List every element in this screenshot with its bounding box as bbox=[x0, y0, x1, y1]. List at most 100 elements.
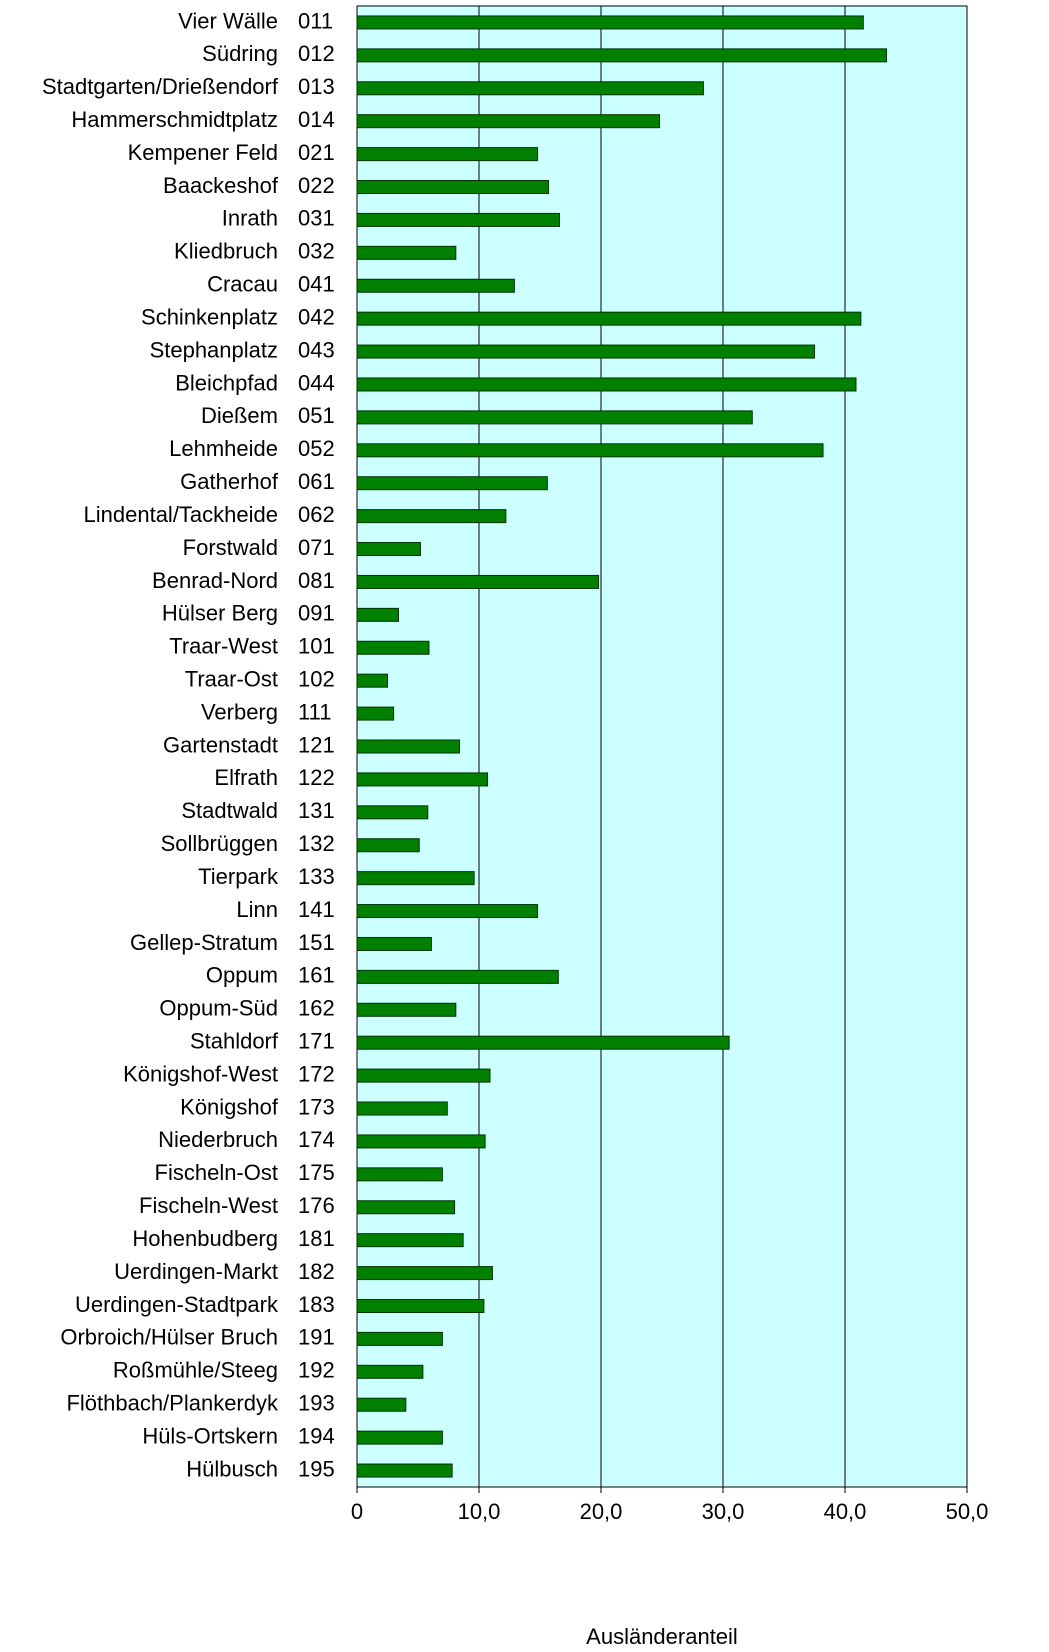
y-tick-code: 195 bbox=[298, 1456, 335, 1481]
bar bbox=[356, 81, 704, 96]
y-tick-code: 182 bbox=[298, 1259, 335, 1284]
y-tick-code: 052 bbox=[298, 436, 335, 461]
bar bbox=[356, 904, 539, 919]
y-tick-code: 051 bbox=[298, 403, 335, 428]
y-tick-label: Hüls-Ortskern bbox=[142, 1423, 278, 1448]
y-tick-code: 141 bbox=[298, 897, 335, 922]
y-tick-code: 011 bbox=[298, 8, 333, 33]
bar bbox=[356, 607, 399, 622]
y-tick-code: 194 bbox=[298, 1423, 335, 1448]
y-tick-label: Königshof bbox=[180, 1094, 279, 1119]
bar bbox=[356, 377, 857, 392]
y-tick-code: 101 bbox=[298, 634, 335, 659]
bar bbox=[356, 1266, 493, 1281]
y-tick-code: 121 bbox=[298, 732, 335, 757]
y-tick-code: 071 bbox=[298, 535, 335, 560]
y-tick-label: Hohenbudberg bbox=[132, 1226, 278, 1251]
bar bbox=[356, 443, 824, 458]
y-tick-label: Stadtgarten/Drießendorf bbox=[42, 74, 279, 99]
y-tick-code: 133 bbox=[298, 864, 335, 889]
y-tick-label: Traar-West bbox=[169, 634, 278, 659]
y-tick-label: Hammerschmidtplatz bbox=[71, 107, 278, 132]
y-tick-label: Südring bbox=[202, 41, 278, 66]
y-tick-code: 191 bbox=[298, 1325, 335, 1350]
y-tick-label: Bleichpfad bbox=[175, 370, 278, 395]
bar bbox=[356, 1035, 730, 1050]
y-tick-code: 175 bbox=[298, 1160, 335, 1185]
y-tick-label: Flöthbach/Plankerdyk bbox=[66, 1391, 279, 1416]
bar bbox=[356, 147, 539, 162]
y-tick-code: 102 bbox=[298, 666, 335, 691]
y-tick-label: Fischeln-West bbox=[139, 1193, 278, 1218]
y-tick-label: Königshof-West bbox=[123, 1061, 278, 1086]
y-tick-label: Linn bbox=[236, 897, 278, 922]
bar bbox=[356, 48, 887, 63]
y-tick-code: 062 bbox=[298, 502, 335, 527]
bar bbox=[356, 114, 661, 129]
y-tick-code: 032 bbox=[298, 239, 335, 264]
bar bbox=[356, 278, 515, 293]
bar bbox=[356, 1134, 486, 1149]
y-tick-label: Niederbruch bbox=[158, 1127, 278, 1152]
y-tick-label: Orbroich/Hülser Bruch bbox=[60, 1325, 278, 1350]
y-tick-code: 174 bbox=[298, 1127, 335, 1152]
bar bbox=[356, 1463, 453, 1478]
y-tick-code: 061 bbox=[298, 469, 335, 494]
bar bbox=[356, 739, 460, 754]
y-tick-code: 151 bbox=[298, 930, 335, 955]
bar bbox=[356, 673, 388, 688]
bar bbox=[356, 1068, 491, 1083]
y-tick-code: 013 bbox=[298, 74, 335, 99]
y-tick-label: Hülser Berg bbox=[162, 601, 278, 626]
y-tick-label: Baackeshof bbox=[163, 173, 279, 198]
bar bbox=[356, 1233, 464, 1248]
y-tick-label: Inrath bbox=[222, 206, 278, 231]
y-tick-label: Vier Wälle bbox=[178, 8, 278, 33]
y-tick-code: 162 bbox=[298, 996, 335, 1021]
x-axis-label: Ausländeranteil bbox=[586, 1624, 738, 1649]
bar bbox=[356, 1364, 424, 1379]
y-tick-code: 111 bbox=[298, 699, 331, 724]
y-tick-label: Sollbrüggen bbox=[161, 831, 278, 856]
bar bbox=[356, 410, 753, 425]
bar bbox=[356, 542, 421, 557]
y-tick-code: 042 bbox=[298, 304, 335, 329]
bar bbox=[356, 344, 815, 359]
bar bbox=[356, 476, 548, 491]
bar bbox=[356, 15, 864, 30]
y-tick-label: Hülbusch bbox=[186, 1456, 278, 1481]
y-tick-label: Fischeln-Ost bbox=[155, 1160, 278, 1185]
x-tick-label: 30,0 bbox=[702, 1499, 745, 1524]
bar bbox=[356, 936, 432, 951]
y-tick-code: 014 bbox=[298, 107, 335, 132]
y-tick-label: Gellep-Stratum bbox=[130, 930, 278, 955]
bar bbox=[356, 1298, 485, 1313]
y-tick-label: Uerdingen-Markt bbox=[114, 1259, 278, 1284]
bar bbox=[356, 838, 420, 853]
bar bbox=[356, 805, 429, 820]
x-tick-label: 40,0 bbox=[824, 1499, 867, 1524]
bar bbox=[356, 772, 489, 787]
y-tick-code: 171 bbox=[298, 1029, 335, 1054]
y-tick-label: Gatherhof bbox=[180, 469, 279, 494]
y-tick-label: Lehmheide bbox=[169, 436, 278, 461]
bar bbox=[356, 1002, 457, 1017]
y-tick-label: Kliedbruch bbox=[174, 239, 278, 264]
y-tick-label: Cracau bbox=[207, 272, 278, 297]
y-tick-code: 091 bbox=[298, 601, 335, 626]
y-tick-code: 043 bbox=[298, 337, 335, 362]
y-tick-label: Tierpark bbox=[198, 864, 279, 889]
y-tick-code: 012 bbox=[298, 41, 335, 66]
y-tick-code: 122 bbox=[298, 765, 335, 790]
y-tick-code: 044 bbox=[298, 370, 335, 395]
y-tick-label: Traar-Ost bbox=[185, 666, 278, 691]
y-tick-code: 081 bbox=[298, 568, 335, 593]
y-tick-label: Verberg bbox=[201, 699, 278, 724]
x-tick-label: 0 bbox=[351, 1499, 363, 1524]
y-tick-code: 172 bbox=[298, 1061, 335, 1086]
y-tick-label: Kempener Feld bbox=[128, 140, 278, 165]
y-tick-label: Elfrath bbox=[214, 765, 278, 790]
y-tick-label: Benrad-Nord bbox=[152, 568, 278, 593]
bar bbox=[356, 1331, 443, 1346]
